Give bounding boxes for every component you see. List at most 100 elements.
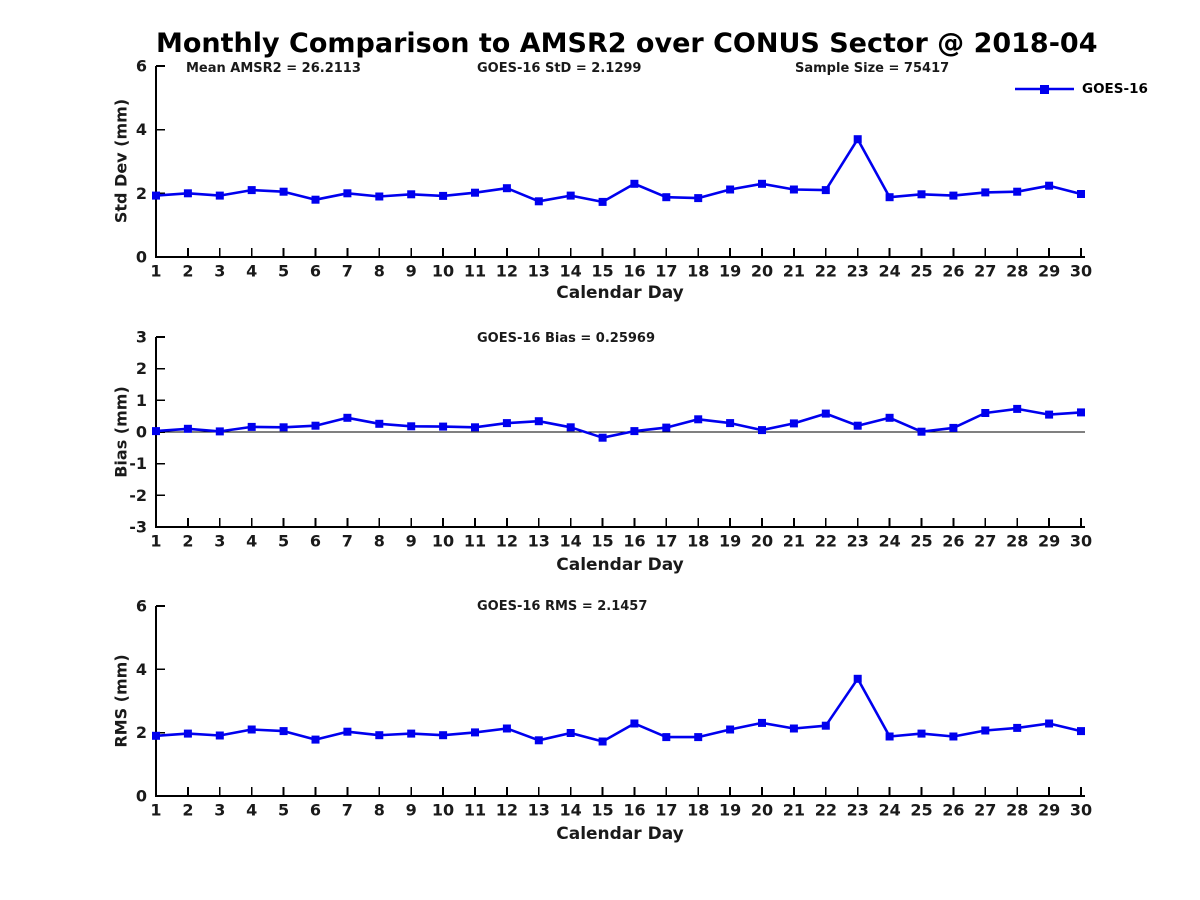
x-tick-label: 6 [310, 801, 321, 820]
data-point [215, 731, 224, 740]
x-tick-label: 6 [310, 532, 321, 551]
data-point [694, 194, 703, 203]
data-point [534, 197, 543, 206]
data-point [183, 729, 192, 738]
data-point [630, 179, 639, 188]
x-tick-label: 3 [214, 262, 225, 281]
x-tick-label: 10 [432, 262, 454, 281]
data-point [917, 190, 926, 199]
x-tick-label: 1 [150, 801, 161, 820]
x-tick-label: 17 [655, 532, 677, 551]
data-point [152, 191, 160, 200]
x-tick-label: 17 [655, 801, 677, 820]
x-tick-label: 3 [214, 801, 225, 820]
x-tick-label: 23 [847, 262, 869, 281]
data-point [311, 735, 320, 744]
x-tick-label: 6 [310, 262, 321, 281]
data-point [789, 185, 798, 194]
x-tick-label: 18 [687, 262, 709, 281]
y-axis-label-rms: RMS (mm) [111, 654, 131, 748]
axis-line [155, 606, 1085, 797]
data-point [215, 427, 224, 436]
data-point [279, 727, 288, 736]
y-tick-label: 6 [136, 57, 147, 76]
square-icon [1040, 84, 1049, 94]
data-point [215, 191, 224, 200]
x-axis-label-calendar-day: Calendar Day [556, 824, 684, 844]
x-tick-label: 8 [374, 801, 385, 820]
chart-title: Monthly Comparison to AMSR2 over CONUS S… [156, 28, 1098, 59]
x-tick-label: 3 [214, 532, 225, 551]
annotation-mean-amsr2: Mean AMSR2 = 26.2113 [186, 61, 361, 76]
data-point [821, 409, 830, 418]
x-tick-label: 16 [623, 532, 645, 551]
x-tick-label: 5 [278, 262, 289, 281]
data-point [662, 733, 671, 742]
data-point [1013, 187, 1022, 196]
x-tick-label: 11 [464, 532, 486, 551]
data-point [279, 187, 288, 196]
data-point [853, 135, 862, 144]
x-axis-label-calendar-day: Calendar Day [556, 555, 684, 575]
legend-line-icon [1015, 84, 1074, 94]
x-tick-label: 26 [942, 801, 964, 820]
x-tick-label: 25 [910, 801, 932, 820]
x-tick-label: 7 [342, 801, 353, 820]
y-tick-label: 1 [136, 391, 147, 410]
data-point [343, 413, 352, 422]
data-point [407, 422, 416, 431]
x-tick-label: 25 [910, 262, 932, 281]
data-point [502, 419, 511, 428]
data-point [1013, 723, 1022, 732]
x-tick-label: 29 [1038, 262, 1060, 281]
x-tick-label: 7 [342, 262, 353, 281]
x-tick-label: 26 [942, 262, 964, 281]
data-point [1045, 719, 1054, 728]
x-tick-label: 15 [591, 532, 613, 551]
data-point [981, 188, 990, 197]
data-point [694, 733, 703, 742]
y-tick-label: 4 [136, 660, 147, 679]
x-tick-label: 27 [974, 801, 996, 820]
data-line [155, 407, 1082, 440]
x-tick-label: 26 [942, 532, 964, 551]
x-tick-label: 15 [591, 262, 613, 281]
data-point [502, 184, 511, 193]
data-point [247, 186, 256, 195]
data-point [311, 421, 320, 430]
x-axis-label-calendar-day: Calendar Day [556, 283, 684, 303]
x-tick-label: 24 [878, 262, 900, 281]
data-point [917, 729, 926, 738]
data-point [789, 419, 798, 428]
x-tick-label: 27 [974, 532, 996, 551]
x-tick-label: 29 [1038, 801, 1060, 820]
x-tick-label: 4 [246, 532, 257, 551]
x-tick-label: 14 [560, 262, 582, 281]
data-point [343, 727, 352, 736]
data-point [758, 179, 766, 188]
y-tick-label: 2 [136, 359, 147, 378]
x-tick-label: 28 [1006, 801, 1028, 820]
x-tick-label: 22 [815, 532, 837, 551]
data-point [375, 731, 384, 740]
data-point [598, 433, 607, 442]
data-point [1077, 727, 1085, 736]
data-point [152, 427, 160, 436]
x-tick-label: 10 [432, 801, 454, 820]
x-tick-label: 18 [687, 801, 709, 820]
x-tick-label: 20 [751, 262, 773, 281]
data-point [566, 423, 575, 432]
x-tick-label: 20 [751, 532, 773, 551]
data-point [183, 189, 192, 198]
data-point [1013, 404, 1022, 413]
data-point [471, 423, 479, 432]
data-point [407, 729, 416, 738]
data-point [949, 732, 958, 741]
data-point [885, 732, 894, 741]
x-tick-label: 22 [815, 262, 837, 281]
data-point [375, 419, 384, 428]
x-tick-label: 23 [847, 801, 869, 820]
